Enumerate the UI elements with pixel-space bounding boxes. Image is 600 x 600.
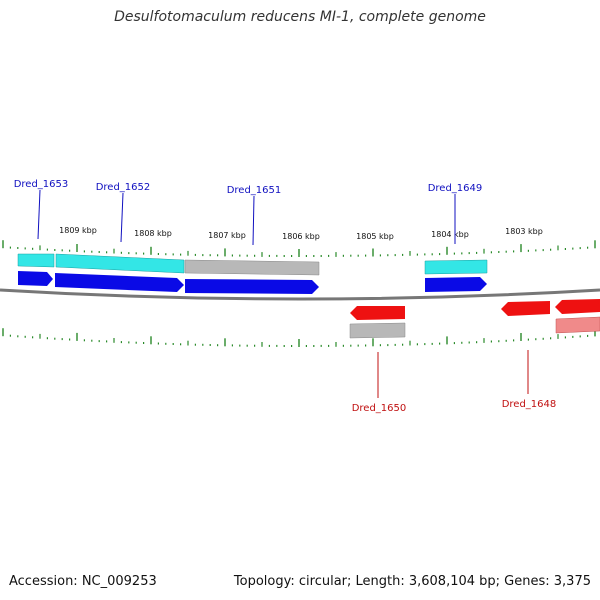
cds-arrow-next[interactable] — [555, 299, 600, 314]
gene-feature-dred-1650[interactable] — [349, 322, 406, 339]
lower-ticks — [2, 328, 596, 347]
kbp-label: 1804 kbp — [431, 230, 469, 239]
scale-labels: 1809 kbp 1808 kbp 1807 kbp 1806 kbp 1805… — [59, 226, 543, 241]
cds-arrow-dred-1648[interactable] — [501, 301, 550, 316]
forward-gene-track — [17, 253, 488, 276]
gene-feature-next[interactable] — [555, 316, 600, 334]
genome-summary-text: Topology: circular; Length: 3,608,104 bp… — [233, 574, 591, 589]
gene-label[interactable]: Dred_1652 — [96, 182, 151, 193]
gene-label[interactable]: Dred_1650 — [352, 403, 407, 414]
kbp-label: 1808 kbp — [134, 229, 172, 238]
label-leaders — [37, 189, 529, 398]
gene-labels: Dred_1653 Dred_1652 Dred_1651 Dred_1649 … — [14, 179, 557, 414]
reverse-gene-track — [349, 316, 600, 339]
reverse-cds-track — [350, 299, 600, 320]
cds-arrow-dred-1652[interactable] — [55, 273, 184, 292]
cds-arrow-dred-1651[interactable] — [185, 279, 319, 294]
kbp-label: 1809 kbp — [59, 226, 97, 235]
gene-feature-dred-1652[interactable] — [55, 253, 185, 274]
forward-cds-track — [18, 271, 487, 294]
cds-arrow-dred-1653[interactable] — [18, 271, 53, 286]
gene-label[interactable]: Dred_1648 — [502, 399, 557, 410]
cds-arrow-dred-1650[interactable] — [350, 306, 405, 320]
kbp-label: 1805 kbp — [356, 232, 394, 241]
kbp-label: 1806 kbp — [282, 232, 320, 241]
upper-ticks — [2, 240, 596, 257]
genome-backbone — [0, 288, 600, 301]
cds-arrow-dred-1649[interactable] — [425, 277, 487, 292]
accession-text: Accession: NC_009253 — [9, 574, 157, 589]
gene-label[interactable]: Dred_1653 — [14, 179, 69, 190]
gene-feature-dred-1651[interactable] — [184, 259, 320, 276]
kbp-label: 1803 kbp — [505, 227, 543, 236]
kbp-label: 1807 kbp — [208, 231, 246, 240]
gene-label[interactable]: Dred_1651 — [227, 185, 282, 196]
map-title: Desulfotomaculum reducens MI-1, complete… — [114, 9, 486, 25]
gene-feature-dred-1649[interactable] — [424, 259, 488, 275]
gene-feature-dred-1653[interactable] — [17, 253, 55, 268]
gene-label[interactable]: Dred_1649 — [428, 183, 483, 194]
